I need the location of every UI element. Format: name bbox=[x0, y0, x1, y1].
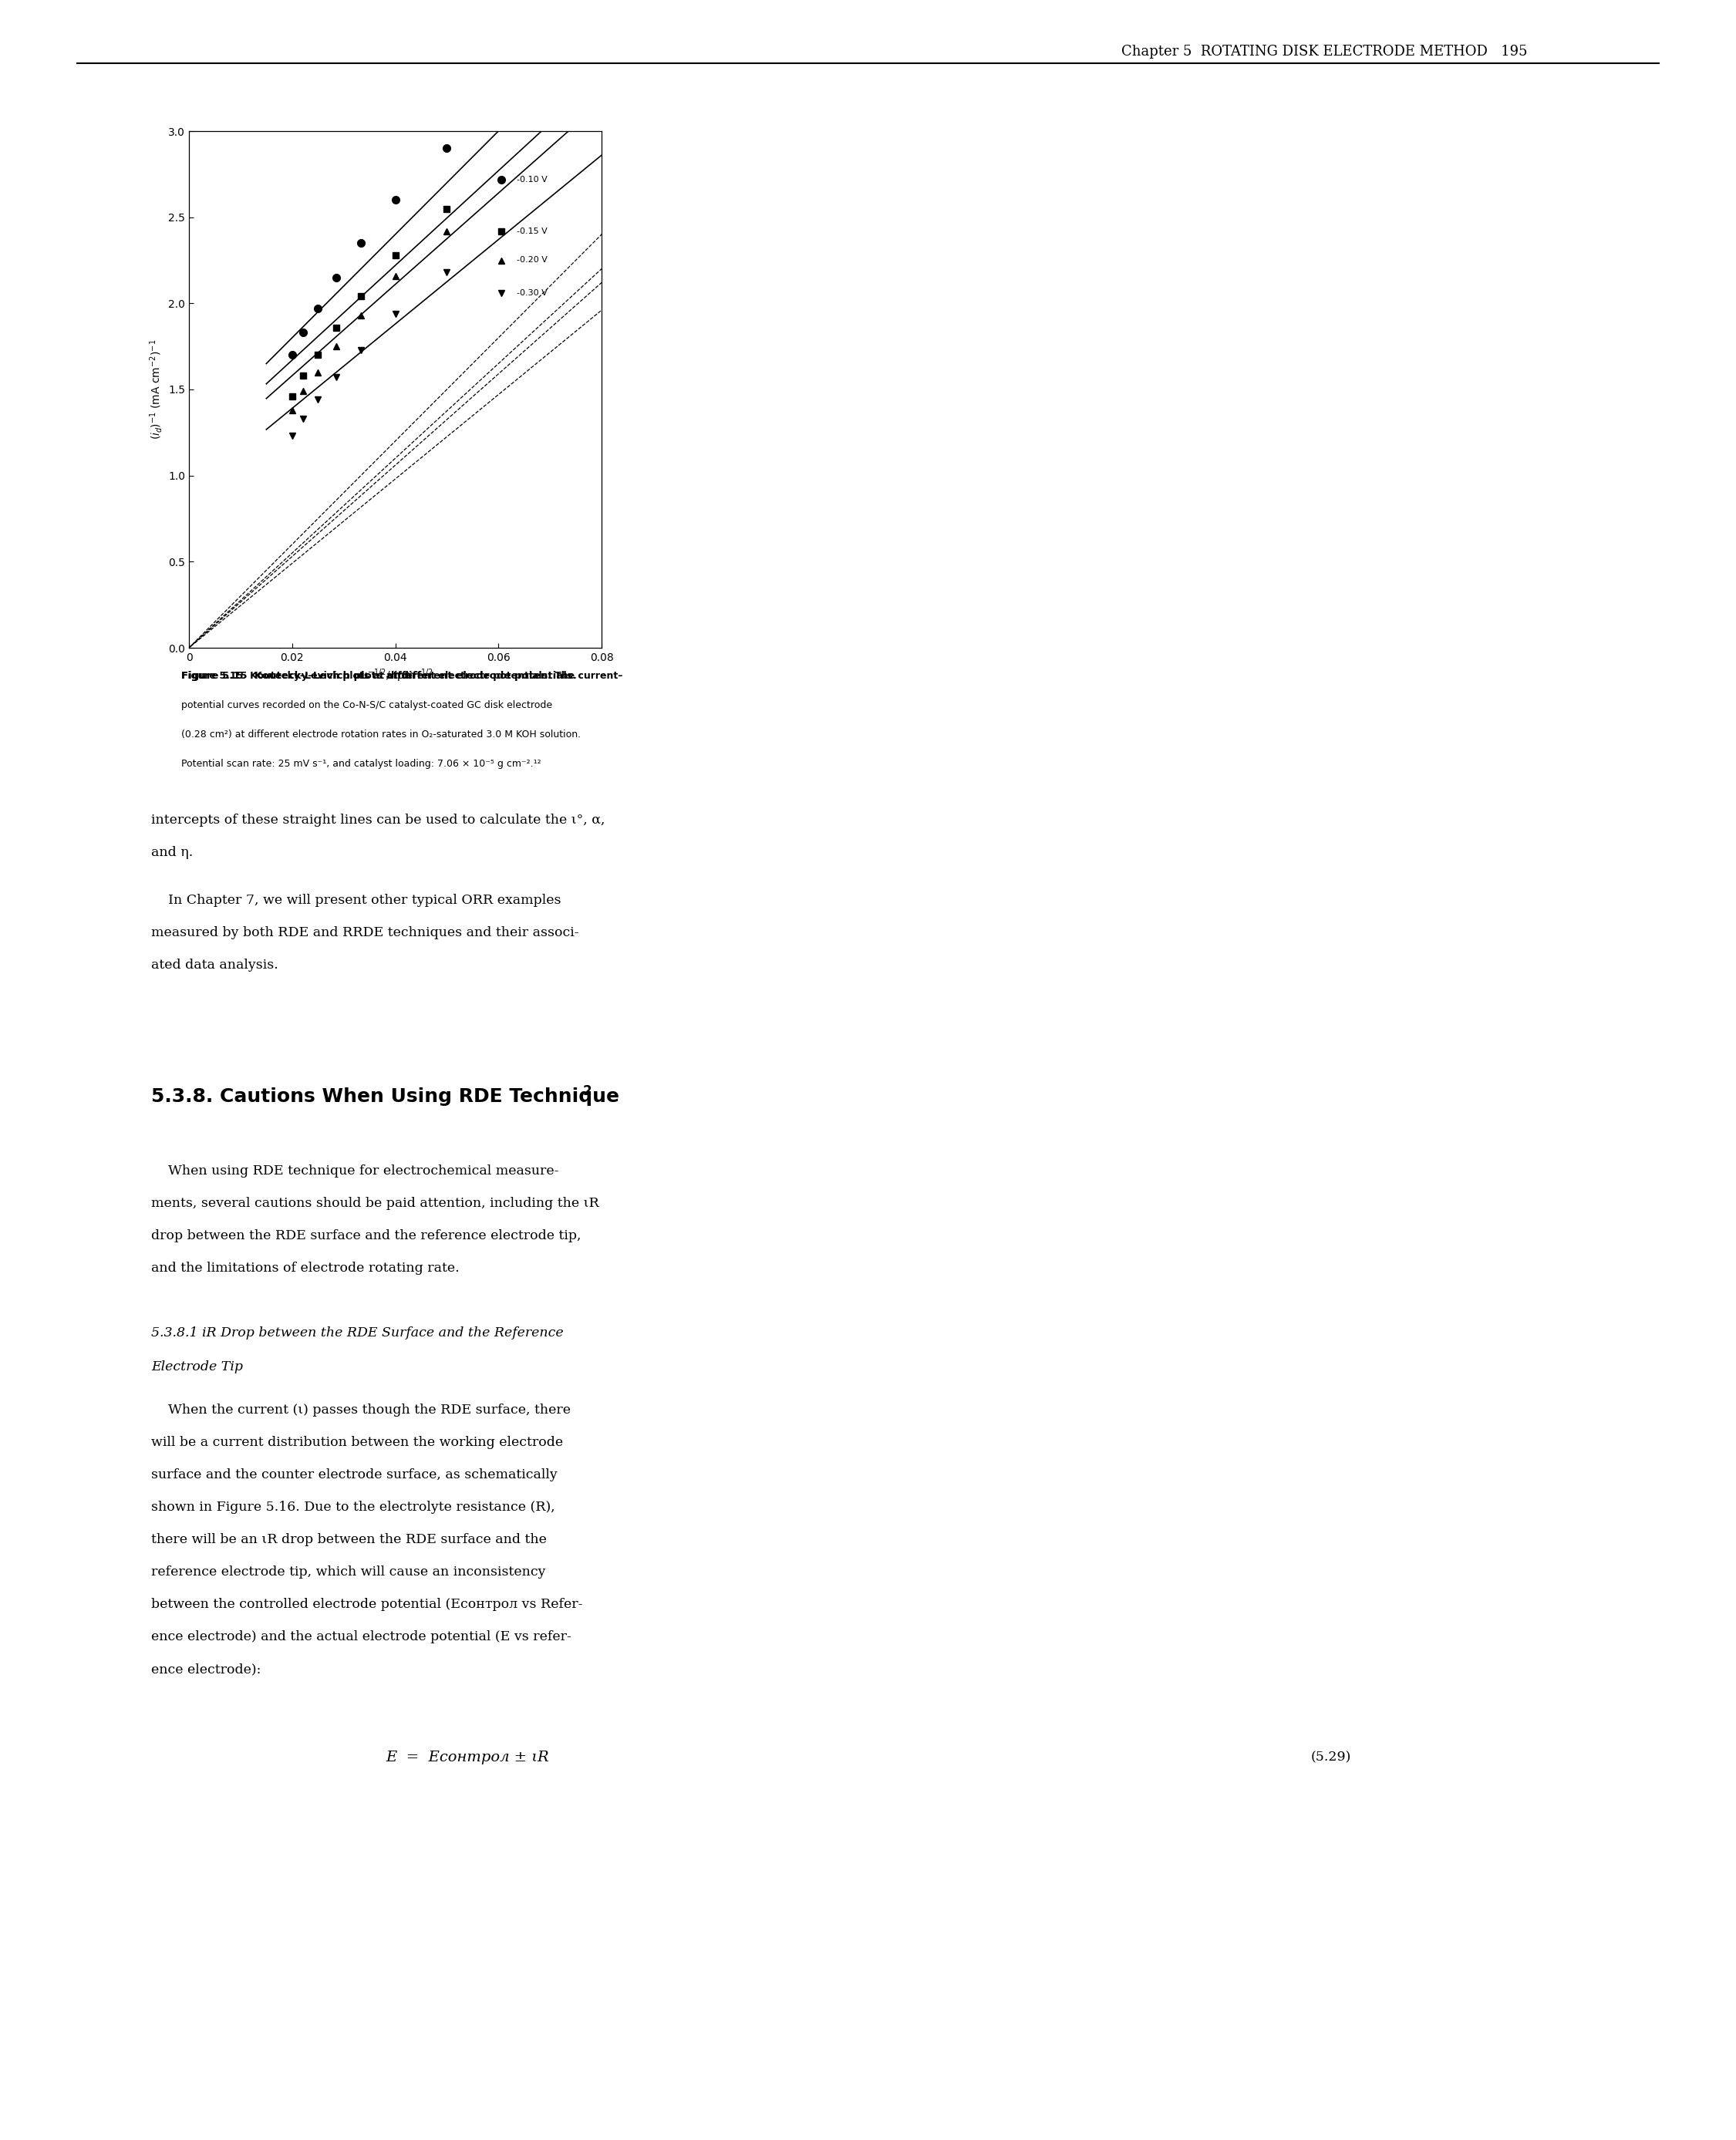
X-axis label: $\omega^{-1/2}$/ rpm$^{-1/2}$: $\omega^{-1/2}$/ rpm$^{-1/2}$ bbox=[358, 668, 432, 685]
Text: (5.29): (5.29) bbox=[1311, 1751, 1351, 1763]
Text: ments, several cautions should be paid attention, including the ιR: ments, several cautions should be paid a… bbox=[151, 1196, 599, 1209]
Text: surface and the counter electrode surface, as schematically: surface and the counter electrode surfac… bbox=[151, 1468, 557, 1481]
Text: ence electrode) and the actual electrode potential (E vs refer-: ence electrode) and the actual electrode… bbox=[151, 1631, 571, 1644]
Text: Chapter 5  ROTATING DISK ELECTRODE METHOD   195: Chapter 5 ROTATING DISK ELECTRODE METHOD… bbox=[1121, 45, 1528, 58]
Text: Figure 5.15  Koutecky–Levich plots at different electrode potentials.: Figure 5.15 Koutecky–Levich plots at dif… bbox=[181, 672, 576, 681]
Text: and the limitations of electrode rotating rate.: and the limitations of electrode rotatin… bbox=[151, 1263, 460, 1275]
Text: In Chapter 7, we will present other typical ORR examples: In Chapter 7, we will present other typi… bbox=[151, 895, 561, 907]
Text: there will be an ιR drop between the RDE surface and the: there will be an ιR drop between the RDE… bbox=[151, 1532, 547, 1547]
Text: -0.20 V: -0.20 V bbox=[516, 257, 547, 263]
Text: Potential scan rate: 25 mV s⁻¹, and catalyst loading: 7.06 × 10⁻⁵ g cm⁻².¹²: Potential scan rate: 25 mV s⁻¹, and cata… bbox=[181, 760, 542, 768]
Text: E  =  Eсонтрол ± ιR: E = Eсонтрол ± ιR bbox=[385, 1751, 549, 1766]
Text: ence electrode):: ence electrode): bbox=[151, 1663, 260, 1676]
Text: between the controlled electrode potential (Eсонтрол vs Refer-: between the controlled electrode potenti… bbox=[151, 1599, 583, 1611]
Text: Figure 5.15  Koutecky–Levich plots at different electrode potentials. The curren: Figure 5.15 Koutecky–Levich plots at dif… bbox=[181, 672, 623, 681]
Text: and η.: and η. bbox=[151, 845, 193, 858]
Text: shown in Figure 5.16. Due to the electrolyte resistance (R),: shown in Figure 5.16. Due to the electro… bbox=[151, 1500, 556, 1513]
Text: ated data analysis.: ated data analysis. bbox=[151, 959, 278, 972]
Text: measured by both RDE and RRDE techniques and their associ-: measured by both RDE and RRDE techniques… bbox=[151, 927, 578, 939]
Text: (0.28 cm²) at different electrode rotation rates in O₂-saturated 3.0 M KOH solut: (0.28 cm²) at different electrode rotati… bbox=[181, 730, 582, 740]
Text: 5.3.8. Cautions When Using RDE Technique: 5.3.8. Cautions When Using RDE Technique bbox=[151, 1087, 620, 1106]
Text: potential curves recorded on the Co-N-S/C catalyst-coated GC disk electrode: potential curves recorded on the Co-N-S/… bbox=[181, 700, 552, 710]
Text: 5.3.8.1 iR Drop between the RDE Surface and the Reference: 5.3.8.1 iR Drop between the RDE Surface … bbox=[151, 1327, 564, 1340]
Text: Electrode Tip: Electrode Tip bbox=[151, 1361, 243, 1374]
Text: -0.30 V: -0.30 V bbox=[516, 289, 547, 297]
Y-axis label: $(i_d)^{-1}$ (mA cm$^{-2}$)$^{-1}$: $(i_d)^{-1}$ (mA cm$^{-2}$)$^{-1}$ bbox=[148, 340, 163, 439]
Text: intercepts of these straight lines can be used to calculate the ι°, α,: intercepts of these straight lines can b… bbox=[151, 813, 606, 826]
Text: 2: 2 bbox=[583, 1085, 592, 1098]
Text: -0.10 V: -0.10 V bbox=[516, 175, 547, 184]
Text: will be a current distribution between the working electrode: will be a current distribution between t… bbox=[151, 1436, 562, 1449]
Text: drop between the RDE surface and the reference electrode tip,: drop between the RDE surface and the ref… bbox=[151, 1228, 582, 1243]
Text: When using RDE technique for electrochemical measure-: When using RDE technique for electrochem… bbox=[151, 1164, 559, 1177]
Text: When the current (ι) passes though the RDE surface, there: When the current (ι) passes though the R… bbox=[151, 1404, 571, 1417]
Text: reference electrode tip, which will cause an inconsistency: reference electrode tip, which will caus… bbox=[151, 1566, 545, 1579]
Text: -0.15 V: -0.15 V bbox=[516, 227, 547, 235]
